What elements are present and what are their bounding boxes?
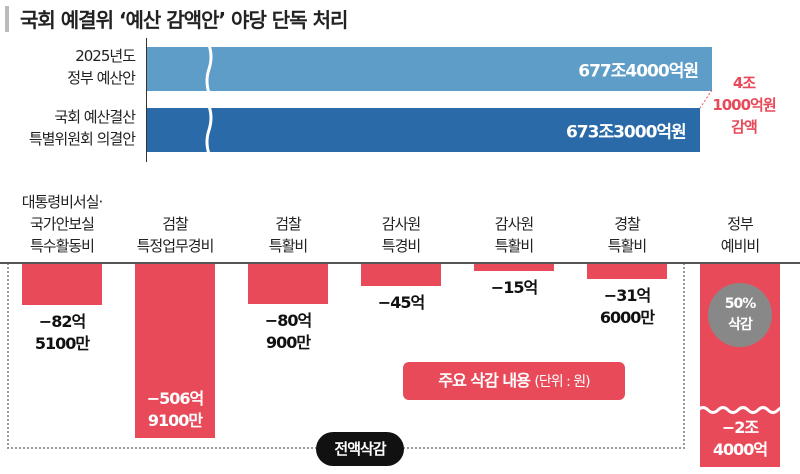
data-label-line: −31억 [603,286,651,306]
category-label-line: 대통령비서실· [21,193,104,211]
category-label-line: 국가안보실 [29,215,95,233]
category-label-line: 감사원 [381,215,421,233]
data-label-line: −45억 [377,292,425,312]
bar-label-assembly: 국회 예산결산 특별위원회 의결안 [28,106,136,150]
badge-line: 삭감 [728,317,753,333]
full-cut-label: 전액삭감 [316,432,404,466]
category-label-line: 감사원 [494,215,534,233]
data-label: −45억 [346,292,456,314]
page-title: 국회 예결위 ‘예산 감액안’ 야당 단독 처리 [20,8,348,32]
category-label-line: 특활비 [607,237,647,255]
label-line: 2025년도 [75,47,136,65]
category-label-line: 특정업무경비 [136,237,215,255]
data-label: −15억 [459,277,569,299]
label-line: 정부 예산안 [67,69,136,87]
badge-line: 50% [724,296,757,312]
data-label-line: 9100만 [147,411,203,430]
data-label: −82억 5100만 [7,311,117,355]
reduction-annotation: 4조 1000억원 감액 [712,72,776,138]
bar-gov-budget: 677조4000억원 [147,45,712,93]
label-line: 특별위원회 의결안 [28,130,136,148]
category-label-line: 경찰 [614,215,641,233]
bar [135,263,215,438]
data-label-line: −80억 [264,310,312,330]
baseline [0,262,800,264]
data-label-line: −82억 [38,312,86,332]
data-label-line: −506억 [146,389,205,408]
cut-percent-badge: 50% 삭감 [708,283,772,347]
bar [474,263,554,271]
chart-title-badge: 주요 삭감 내용 (단위 : 원) [403,362,625,400]
category-label-line: 예비비 [720,237,760,255]
category-label-line: 검찰 [275,215,302,233]
data-label-line: 4000억 [712,440,768,459]
category-label-line: 특활비 [494,237,534,255]
data-label: −2조 4000억 [685,417,795,461]
chart-title: 주요 삭감 내용 [438,371,530,390]
category-label-line: 검찰 [162,215,189,233]
annotation-line: 4조 [732,74,756,92]
bar [248,263,328,304]
category-label-line: 특수활동비 [29,237,95,255]
data-label-line: 5100만 [34,334,90,354]
bar [22,263,102,306]
data-label: −506억 9100만 [120,388,230,432]
bar-label-gov: 2025년도 정부 예산안 [67,45,136,89]
data-label-line: 6000만 [599,308,655,328]
annotation-line: 1000억원 [712,96,776,114]
bar [587,263,667,280]
category-label-line: 특경비 [381,237,421,255]
data-label-line: −2조 [721,418,759,437]
data-label: 673조3000억원 [565,122,687,143]
annotation-line: 감액 [731,118,758,136]
category-label-line: 특활비 [268,237,308,255]
axis-break-icon [698,406,782,414]
bar [361,263,441,286]
data-label-line: 900만 [265,332,311,352]
data-label: −80억 900만 [233,310,343,354]
bar-assembly-budget: 673조3000억원 [147,106,700,154]
axis-break-icon [205,45,213,93]
data-label-line: −15억 [490,277,538,297]
title-accent-bar [5,6,9,32]
data-label: −31억 6000만 [572,285,682,329]
axis-break-icon [205,106,213,154]
data-label: 677조4000억원 [578,61,699,82]
label-line: 국회 예산결산 [54,108,136,126]
axis-line [146,38,147,162]
category-label-line: 정부 [727,215,754,233]
unit-label: (단위 : 원) [534,374,590,390]
